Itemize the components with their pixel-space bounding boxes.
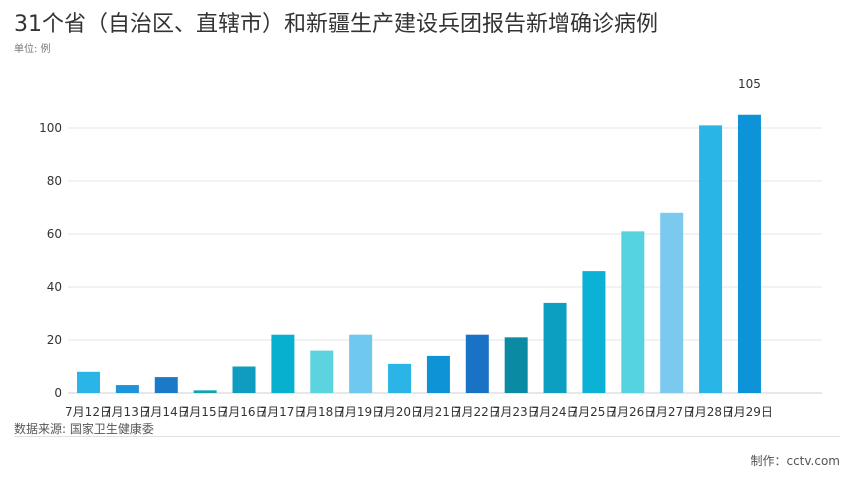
bar (232, 366, 256, 393)
x-tick-label: 7月16日 (221, 405, 268, 419)
x-tick-label: 7月20日 (376, 405, 423, 419)
credit: 制作：cctv.com (750, 454, 840, 468)
y-tick-label: 60 (47, 227, 62, 241)
bar (426, 355, 450, 393)
x-tick-label: 7月23日 (493, 405, 540, 419)
x-tick-label: 7月21日 (415, 405, 462, 419)
unit-label: 单位: 例 (14, 44, 51, 55)
bar (465, 334, 489, 393)
data-source: 数据来源: 国家卫生健康委 (14, 422, 154, 436)
bar (699, 125, 723, 393)
x-tick-label: 7月18日 (298, 405, 345, 419)
bar (660, 212, 684, 393)
bar (271, 334, 295, 393)
chart-title: 31个省（自治区、直辖市）和新疆生产建设兵团报告新增确诊病例 (14, 12, 658, 37)
x-tick-label: 7月15日 (182, 405, 229, 419)
x-tick-label: 7月28日 (687, 405, 734, 419)
footer-divider (14, 436, 840, 437)
bar (621, 231, 645, 393)
x-tick-label: 7月14日 (143, 405, 190, 419)
x-tick-label: 7月29日 (726, 405, 773, 419)
x-tick-label: 7月22日 (454, 405, 501, 419)
bar (349, 334, 373, 393)
bar (737, 114, 761, 393)
bar (582, 271, 606, 393)
x-tick-label: 7月24日 (532, 405, 579, 419)
bar (504, 337, 528, 393)
y-tick-label: 40 (47, 280, 62, 294)
bar (115, 385, 139, 393)
y-tick-label: 100 (39, 121, 62, 135)
bar (310, 350, 334, 393)
x-tick-label: 7月12日 (65, 405, 112, 419)
bar (388, 363, 412, 393)
y-tick-label: 20 (47, 333, 62, 347)
bar (193, 390, 217, 393)
x-tick-label: 7月13日 (104, 405, 151, 419)
data-label: 105 (738, 77, 761, 91)
y-tick-label: 80 (47, 174, 62, 188)
bar (154, 377, 178, 393)
y-tick-label: 0 (54, 386, 62, 400)
x-tick-label: 7月19日 (337, 405, 384, 419)
x-tick-label: 7月17日 (259, 405, 306, 419)
bar (77, 371, 100, 393)
bar-chart: 0204060801007月12日7月13日7月14日7月15日7月16日7月1… (39, 77, 822, 419)
x-tick-label: 7月25日 (570, 405, 617, 419)
x-tick-label: 7月26日 (609, 405, 656, 419)
x-tick-label: 7月27日 (648, 405, 695, 419)
bar (543, 302, 567, 393)
